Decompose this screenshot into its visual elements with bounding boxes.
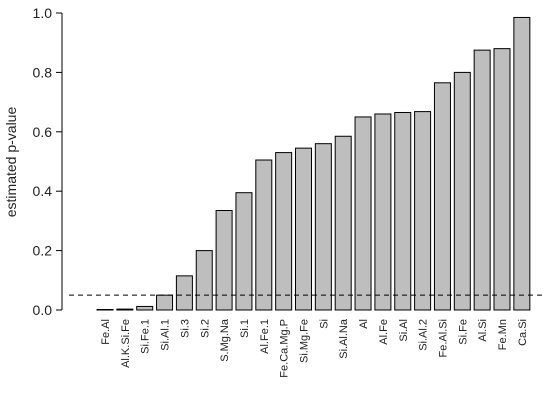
x-category-label: Ca.Si (517, 319, 529, 346)
bar (195, 250, 213, 311)
y-tick-label: 0.0 (33, 302, 53, 318)
x-category-label: Si.Al.2 (418, 319, 430, 351)
category-labels-group: Fe.Al Al.K.Si.Fe Si.Fe.1 Si.Al.1 Si.3 Si.2 S.M… (100, 318, 529, 378)
x-category-label: Si.Fe.1 (140, 319, 152, 354)
x-category-label: Si.Al.1 (160, 319, 172, 351)
x-category-label: Fe.Al.Si (437, 319, 449, 358)
y-tick-label: 1.0 (33, 5, 53, 21)
bar (215, 210, 233, 311)
x-category-label: Si.2 (199, 319, 211, 338)
bar (493, 48, 511, 311)
bar (156, 294, 174, 311)
bar (314, 143, 332, 311)
x-category-label: Fe.Ca.Mg.P (279, 319, 291, 378)
bar (295, 147, 312, 311)
x-category-label: Si.Al.Na (338, 318, 350, 359)
bar (473, 49, 491, 311)
bar (136, 305, 154, 311)
x-category-label: S.Mg.Na (219, 318, 231, 362)
bar (354, 116, 372, 311)
x-category-label: Al.Fe.1 (259, 319, 271, 354)
y-tick-label: 0.8 (33, 64, 53, 80)
x-category-label: Si.Mg.Fe (299, 319, 311, 363)
bar (255, 159, 273, 311)
bar (334, 135, 352, 311)
bar (374, 113, 392, 311)
y-tick-label: 0.4 (33, 183, 53, 199)
bar (394, 111, 412, 311)
x-category-label: Al (358, 319, 370, 329)
bar (235, 192, 253, 311)
bar (116, 308, 134, 311)
bar (453, 71, 471, 311)
bar (433, 82, 451, 311)
x-category-label: Si (318, 319, 330, 329)
x-category-label: Si.1 (239, 319, 251, 338)
bar (275, 152, 293, 311)
x-category-label: Si.Fe (457, 319, 469, 345)
x-category-label: Al.Fe (378, 319, 390, 345)
x-category-label: Al.K.Si.Fe (120, 319, 132, 368)
bar (513, 16, 531, 311)
bars-group (96, 16, 531, 311)
x-category-label: Si.Al (398, 319, 410, 342)
y-tick-label: 0.2 (33, 243, 53, 259)
x-category-label: Fe.Mn (497, 319, 509, 350)
y-axis-title: estimated p-value (3, 107, 19, 218)
y-tick-label: 0.6 (33, 124, 53, 140)
y-axis: 0.0 0.2 0.4 0.6 0.8 1.0 (33, 5, 63, 318)
bar (96, 309, 114, 311)
x-category-label: Si.3 (179, 319, 191, 338)
x-category-label: Al.Si (477, 319, 489, 342)
x-category-label: Fe.Al (100, 319, 112, 345)
bar (414, 111, 432, 311)
bar (175, 275, 193, 311)
